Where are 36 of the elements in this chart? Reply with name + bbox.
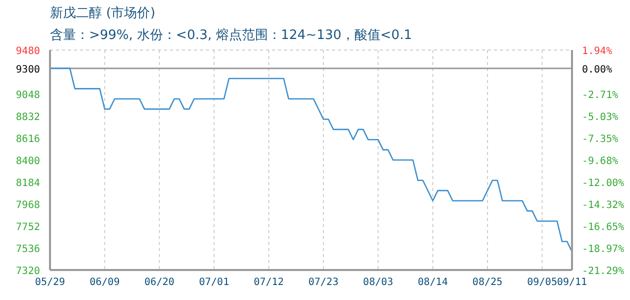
chart-title: 新戊二醇 (市场价) [50,5,156,22]
x-tick-label: 07/12 [254,277,284,288]
x-tick-label: 06/20 [144,277,174,288]
x-tick-label: 05/29 [34,277,66,288]
y2-tick-label: -16.65% [582,222,624,234]
x-tick-label: 09/11 [556,277,588,288]
line-series [50,68,572,252]
x-tick-label: 08/03 [363,277,394,288]
x-tick-label: 07/23 [308,277,338,288]
y-tick-label: 8184 [16,178,40,189]
y-tick-label: 7752 [16,222,40,233]
y-tick-label: 7968 [16,200,40,211]
y2-tick-label: 0.00% [582,64,612,76]
x-tick-label: 07/01 [199,277,230,288]
y2-tick-label: -5.03% [582,112,618,124]
y-tick-label: 7536 [16,244,40,255]
y-tick-label: 9048 [16,90,40,101]
y2-tick-label: -9.68% [582,156,618,168]
y2-tick-label: -12.00% [582,178,624,190]
y2-tick-label: 1.94% [582,46,612,57]
y-tick-label: 8832 [16,112,40,123]
x-tick-label: 06/09 [90,277,120,288]
y-tick-label: 9300 [16,64,40,76]
y-tick-label: 8400 [16,156,40,167]
y-tick-label: 9480 [16,46,40,57]
y-tick-label: 8616 [16,134,40,145]
y2-tick-label: -14.32% [582,200,624,211]
x-tick-label: 09/05 [527,277,558,288]
y2-tick-label: -21.29% [582,266,624,277]
y2-tick-label: -2.71% [582,90,618,102]
y2-tick-label: -7.35% [582,134,618,145]
x-tick-label: 08/25 [472,277,503,288]
chart-subtitle: 含量：>99%, 水份：<0.3, 熔点范围：124~130，酸值<0.1 [50,27,412,44]
y-tick-label: 7320 [16,266,40,277]
x-tick-label: 08/14 [418,277,448,288]
y2-tick-label: -18.97% [582,244,624,256]
